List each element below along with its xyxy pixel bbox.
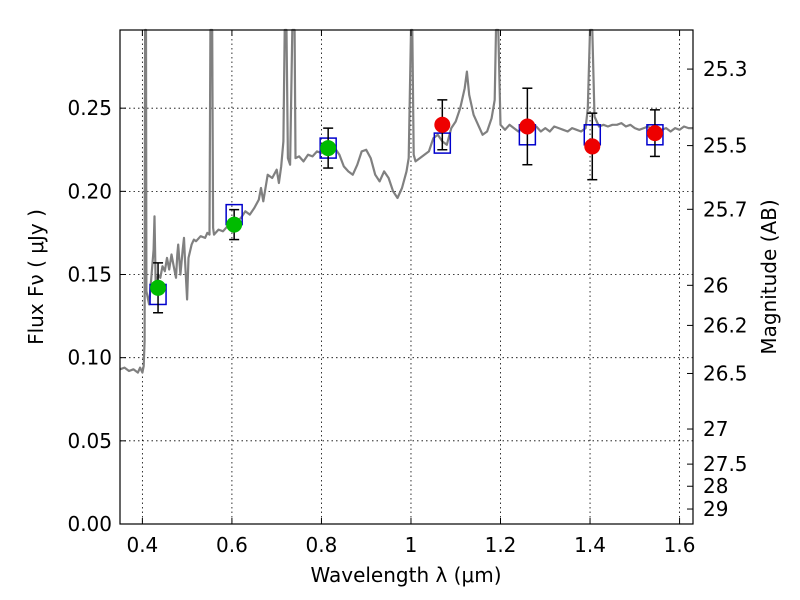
- y2-axis-label: Magnitude (AB): [757, 199, 781, 354]
- y-tick-label: 0.00: [67, 512, 112, 536]
- model-box-layer: [149, 124, 664, 306]
- data-point-layer: [150, 87, 663, 314]
- spectrum-layer: [119, 28, 693, 374]
- mag-tick-label: 25.5: [703, 134, 748, 158]
- mag-tick-label: 26.2: [703, 313, 748, 337]
- x-axis-label: Wavelength λ (μm): [310, 563, 501, 587]
- y-tick-label: 0.25: [67, 96, 112, 120]
- data-point: [434, 116, 451, 133]
- x-tick-label: 1.2: [485, 533, 517, 557]
- data-point: [150, 279, 167, 296]
- x-tick-label: 0.4: [126, 533, 158, 557]
- mag-tick-label: 26.5: [703, 361, 748, 385]
- mag-tick-label: 25.7: [703, 197, 748, 221]
- data-point: [584, 138, 601, 155]
- y-tick-label: 0.05: [67, 429, 112, 453]
- mag-tick-label: 29: [703, 497, 728, 521]
- spectrum-line: [119, 28, 693, 374]
- grid: [120, 30, 693, 524]
- x-tick-label: 1.4: [574, 533, 606, 557]
- x-tick-label: 0.8: [306, 533, 338, 557]
- mag-tick-label: 27.5: [703, 452, 748, 476]
- x-tick-label: 0.6: [216, 533, 248, 557]
- data-point: [519, 118, 536, 135]
- y-tick-label: 0.20: [67, 179, 112, 203]
- y-tick-label: 0.15: [67, 263, 112, 287]
- mag-tick-label: 28: [703, 474, 728, 498]
- mag-tick-label: 27: [703, 417, 728, 441]
- plot-frame: [119, 29, 694, 525]
- y-tick-label: 0.10: [67, 346, 112, 370]
- x-tick-label: 1: [405, 533, 418, 557]
- data-point: [646, 125, 663, 142]
- y-axis-label: Flux Fν ( μJy ): [24, 209, 48, 345]
- x-tick-label: 1.6: [664, 533, 696, 557]
- ticks: 0.4 0.6 0.8 1 1.2 1.4 1.6 0.00 0.05 0.10 0.15 0.20 0…: [67, 30, 748, 557]
- mag-tick-label: 26: [703, 273, 728, 297]
- data-point: [226, 216, 243, 233]
- data-point: [320, 140, 337, 157]
- mag-tick-label: 25.3: [703, 57, 748, 81]
